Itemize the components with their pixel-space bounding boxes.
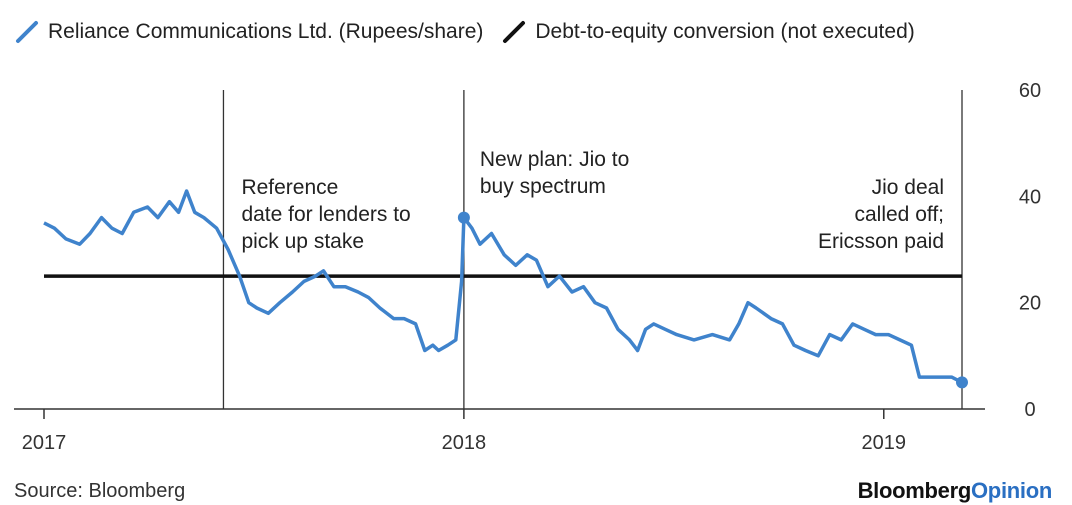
- legend: Reliance Communications Ltd. (Rupees/sha…: [14, 12, 925, 52]
- legend-item-stock: Reliance Communications Ltd. (Rupees/sha…: [14, 19, 483, 45]
- line-chart: 2017 2018 2019 0 20 40 60 Reference date for len…: [14, 80, 1041, 454]
- annotation-3-line-3: Ericsson paid: [818, 230, 944, 253]
- annotation-1-line-2: date for lenders to: [241, 203, 410, 226]
- annotation-3-line-2: called off;: [854, 203, 944, 226]
- brand-part-1: Bloomberg: [857, 478, 972, 503]
- x-tick-label-2017: 2017: [22, 432, 67, 454]
- legend-swatch-stock: [16, 21, 38, 43]
- marker-2: [956, 376, 968, 389]
- series-line-stock: [43, 189, 963, 384]
- annotation-text-1: Reference date for lenders to pick up stak…: [241, 176, 410, 253]
- legend-swatch-conversion: [503, 21, 526, 43]
- x-tick-label-2019: 2019: [862, 432, 907, 454]
- y-tick-label-60: 60: [1019, 80, 1041, 102]
- x-tick-label-2018: 2018: [442, 432, 487, 454]
- annotation-2-line-1: New plan: Jio to: [480, 148, 629, 171]
- annotation-1-line-1: Reference: [241, 176, 338, 199]
- legend-label-stock: Reliance Communications Ltd. (Rupees/sha…: [48, 20, 484, 43]
- annotation-text-2: New plan: Jio to buy spectrum: [480, 148, 629, 198]
- marker-1: [457, 211, 470, 224]
- y-tick-label-0: 0: [1024, 399, 1035, 421]
- annotation-3-line-1: Jio deal: [872, 176, 944, 199]
- brand-part-2: Opinion: [971, 478, 1052, 503]
- annotation-text-3: Jio deal called off; Ericsson paid: [818, 176, 944, 253]
- annotation-2-line-2: buy spectrum: [480, 175, 606, 198]
- y-tick-label-20: 20: [1019, 293, 1041, 315]
- y-tick-label-40: 40: [1019, 186, 1041, 208]
- source-note: Source: Bloomberg: [14, 480, 186, 502]
- brand-logo: BloombergOpinion: [857, 478, 1053, 504]
- legend-label-conversion: Debt-to-equity conversion (not executed): [535, 20, 915, 43]
- legend-item-conversion: Debt-to-equity conversion (not executed): [501, 19, 915, 45]
- annotation-1-line-3: pick up stake: [241, 230, 364, 253]
